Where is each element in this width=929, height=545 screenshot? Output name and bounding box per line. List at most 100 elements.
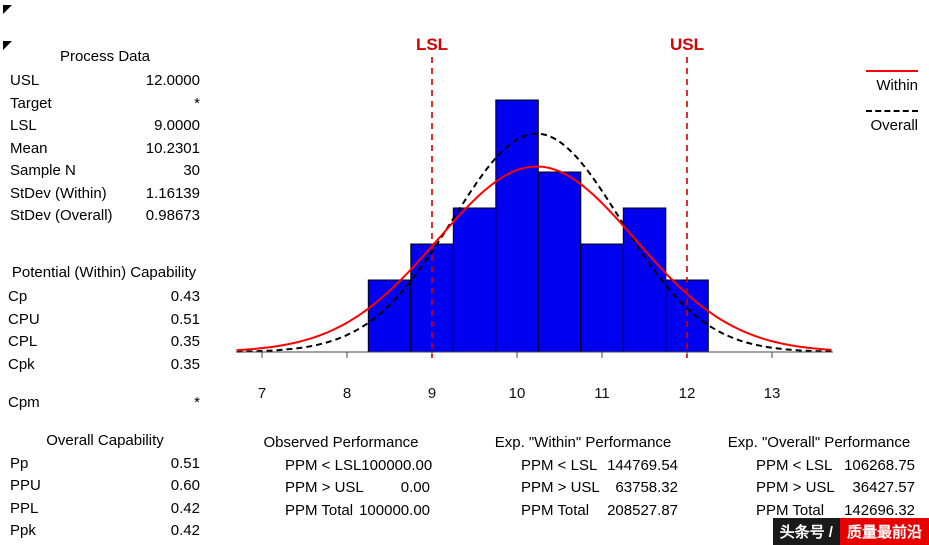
corner-mark-icon xyxy=(3,5,12,14)
observed-performance-table: Observed Performance PPM < LSL 100000.00… xyxy=(252,432,433,523)
row-label: PPM > USL xyxy=(756,479,835,496)
row-label: PPM > USL xyxy=(285,479,364,496)
row-label: Cpm xyxy=(8,394,40,411)
row-value: * xyxy=(194,94,200,112)
table-title: Exp. "Overall" Performance xyxy=(727,434,911,451)
row-label: PPM Total xyxy=(756,501,825,519)
row-label: PPU xyxy=(10,477,41,494)
row-value: 0.51 xyxy=(170,310,200,328)
capability-row: PPU 0.60 xyxy=(10,475,200,498)
row-value: 12.0000 xyxy=(145,72,200,89)
potential-capability-title: Potential (Within) Capability xyxy=(11,264,197,281)
table-row: PPM > USL 36427.57 xyxy=(756,477,915,500)
capability-row: Pp 0.51 xyxy=(10,453,200,476)
row-value: 30 xyxy=(183,162,200,179)
capability-row: Cp 0.43 xyxy=(8,286,200,309)
row-value: 0.42 xyxy=(170,499,200,517)
row-label: StDev (Within) xyxy=(10,184,107,202)
process-data-row: StDev (Within) 1.16139 xyxy=(10,183,200,206)
x-tick-label: 8 xyxy=(343,385,351,402)
usl-label: USL xyxy=(670,35,704,54)
watermark-name: 质量最前沿 xyxy=(839,518,929,545)
row-value: 1.16139 xyxy=(145,184,200,202)
process-data-row: Sample N 30 xyxy=(10,160,200,183)
capability-row: CPU 0.51 xyxy=(8,309,200,332)
x-tick-label: 11 xyxy=(594,385,610,402)
table-row: PPM Total 142696.32 xyxy=(756,500,915,523)
x-tick-label: 12 xyxy=(679,385,696,402)
row-value: * xyxy=(194,394,200,411)
row-label: CPU xyxy=(8,310,40,328)
row-label: Sample N xyxy=(10,162,76,179)
capability-row: Cpm * xyxy=(8,392,200,415)
row-value: 100000.00 xyxy=(361,456,433,474)
row-label: PPL xyxy=(10,499,39,517)
row-label: Pp xyxy=(10,454,29,472)
potential-capability-panel: Potential (Within) Capability Cp 0.43 CP… xyxy=(8,260,200,415)
row-label: PPM < LSL xyxy=(756,456,833,474)
row-value: 0.60 xyxy=(170,477,200,494)
process-data-row: StDev (Overall) 0.98673 xyxy=(10,205,200,228)
row-value: 142696.32 xyxy=(844,501,915,519)
x-tick-label: 10 xyxy=(509,385,526,402)
histogram-bar xyxy=(452,207,497,353)
table-row: PPM Total 208527.87 xyxy=(521,500,678,523)
process-data-panel: Process Data USL 12.0000 Target * LSL 9.… xyxy=(10,44,200,228)
process-data-row: USL 12.0000 xyxy=(10,70,200,93)
row-value: 0.35 xyxy=(170,333,200,350)
x-tick-label: 9 xyxy=(428,385,436,402)
capability-row: CPL 0.35 xyxy=(8,331,200,354)
within-curve xyxy=(236,165,832,352)
row-label: LSL xyxy=(10,117,37,134)
capability-row: PPL 0.42 xyxy=(10,498,200,521)
within-line-sample xyxy=(866,70,918,72)
row-value: 63758.32 xyxy=(615,479,678,496)
table-row: PPM > USL 0.00 xyxy=(285,477,430,500)
table-row: PPM < LSL 144769.54 xyxy=(521,455,678,478)
watermark-badge: 头条号 / 质量最前沿 xyxy=(772,518,929,545)
table-row: PPM Total 100000.00 xyxy=(285,500,430,523)
row-value: 10.2301 xyxy=(145,139,200,157)
table-row: PPM < LSL 106268.75 xyxy=(756,455,915,478)
table-title: Observed Performance xyxy=(263,434,419,451)
process-data-row: Mean 10.2301 xyxy=(10,138,200,161)
row-value: 0.43 xyxy=(170,288,200,305)
overall-capability-title: Overall Capability xyxy=(46,432,164,449)
legend-label-within: Within xyxy=(876,77,918,94)
x-tick-label: 7 xyxy=(258,385,266,402)
row-value: 208527.87 xyxy=(607,501,678,519)
table-row: PPM < LSL 100000.00 xyxy=(285,455,433,478)
histogram-bar xyxy=(537,171,582,353)
corner-mark-icon xyxy=(3,41,12,50)
row-label: Mean xyxy=(10,139,48,157)
row-label: Ppk xyxy=(10,522,36,539)
legend-label-overall: Overall xyxy=(870,117,918,134)
table-title: Exp. "Within" Performance xyxy=(494,434,672,451)
row-value: 106268.75 xyxy=(844,456,915,474)
histogram-bar xyxy=(495,99,539,353)
chart-legend: Within Overall xyxy=(858,64,918,136)
row-label: PPM > USL xyxy=(521,479,600,496)
process-data-row: Target * xyxy=(10,93,200,116)
capability-row: Cpk 0.35 xyxy=(8,354,200,377)
capability-row: Ppk 0.42 xyxy=(10,520,200,543)
row-value: 144769.54 xyxy=(607,456,678,474)
row-value: 0.98673 xyxy=(145,207,200,224)
row-value: 0.51 xyxy=(170,454,200,472)
row-label: PPM < LSL xyxy=(285,456,362,474)
row-label: Cp xyxy=(8,288,28,305)
row-value: 0.00 xyxy=(400,479,430,496)
histogram-bar xyxy=(580,243,624,353)
row-label: Cpk xyxy=(8,355,35,373)
row-label: CPL xyxy=(8,333,38,350)
overall-line-sample xyxy=(866,110,918,112)
row-label: PPM Total xyxy=(285,501,354,519)
row-label: PPM < LSL xyxy=(521,456,598,474)
exp-within-performance-table: Exp. "Within" Performance PPM < LSL 1447… xyxy=(488,432,678,522)
histogram-bar xyxy=(622,207,667,353)
row-value: 0.35 xyxy=(170,355,200,373)
row-value: 9.0000 xyxy=(154,117,200,134)
row-label: StDev (Overall) xyxy=(10,207,113,224)
x-tick-label: 13 xyxy=(764,385,781,402)
